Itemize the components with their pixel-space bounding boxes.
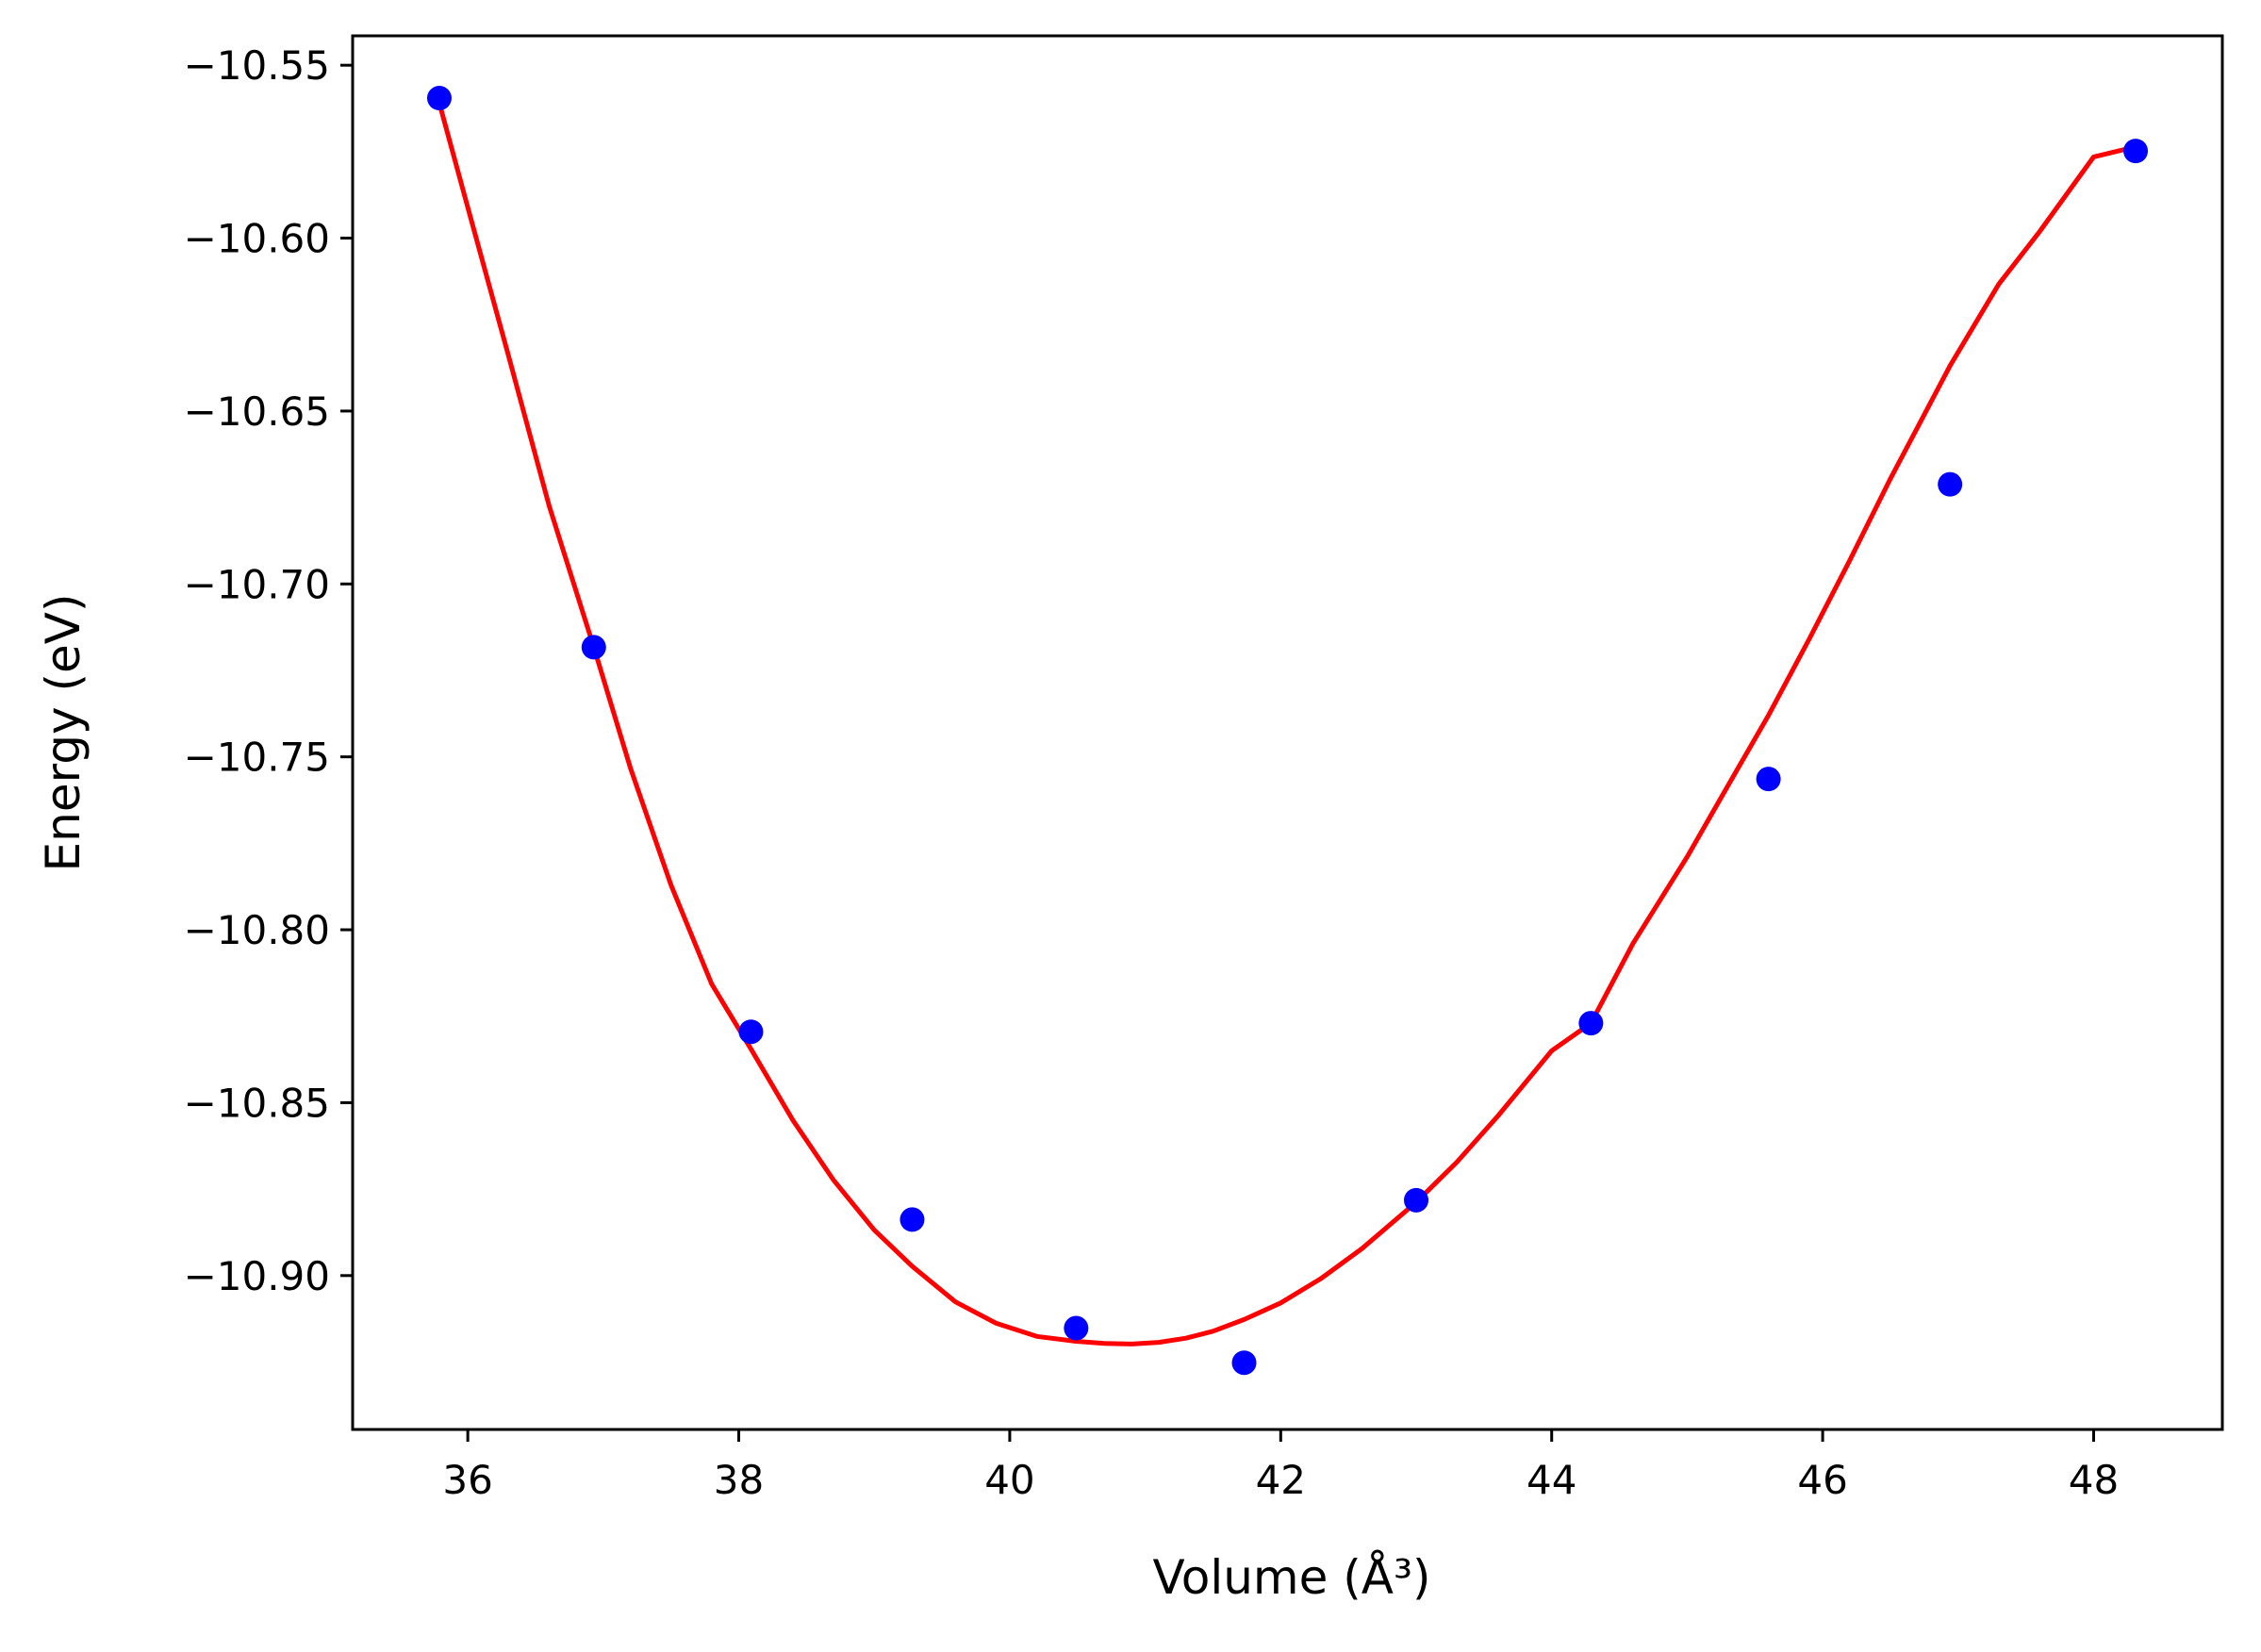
x-tick-label: 46 (1797, 1457, 1847, 1503)
x-tick-label: 44 (1527, 1457, 1576, 1503)
y-tick-label: −10.65 (184, 388, 330, 435)
y-tick-label: −10.75 (184, 735, 330, 781)
data-point (1064, 1315, 1089, 1341)
series-layer (426, 86, 2149, 1376)
data-point (1756, 767, 1781, 792)
data-point (738, 1019, 764, 1045)
data-point (1404, 1187, 1429, 1213)
data-point (1231, 1350, 1257, 1376)
x-tick-label: 38 (714, 1457, 764, 1503)
y-tick-label: −10.85 (184, 1080, 330, 1126)
x-tick-label: 36 (442, 1457, 492, 1503)
x-tick-label: 42 (1256, 1457, 1306, 1503)
data-point (1938, 471, 1963, 497)
y-tick-label: −10.60 (184, 216, 330, 262)
y-tick-label: −10.80 (184, 907, 330, 953)
data-point (426, 86, 452, 111)
data-point (899, 1207, 925, 1232)
data-point (1578, 1011, 1604, 1036)
y-tick-label: −10.55 (184, 42, 330, 89)
y-tick-label: −10.90 (184, 1253, 330, 1299)
y-axis-label: Energy (eV) (36, 594, 91, 872)
data-point (2123, 139, 2149, 164)
x-axis-label: Volume (Å³) (1152, 1550, 1430, 1605)
data-point (581, 635, 606, 660)
y-axis-ticks: −10.55 −10.60 −10.65 −10.70 −10.75 −10.80 −10.… (184, 42, 353, 1299)
fit-curve (437, 102, 2137, 1346)
x-tick-label: 40 (984, 1457, 1034, 1503)
x-axis-ticks: 36 38 40 42 44 46 48 (442, 1429, 2119, 1503)
x-tick-label: 48 (2069, 1457, 2119, 1503)
axes-frame (351, 34, 2224, 1431)
axes-area (351, 34, 2224, 1431)
y-tick-label: −10.70 (184, 561, 330, 607)
